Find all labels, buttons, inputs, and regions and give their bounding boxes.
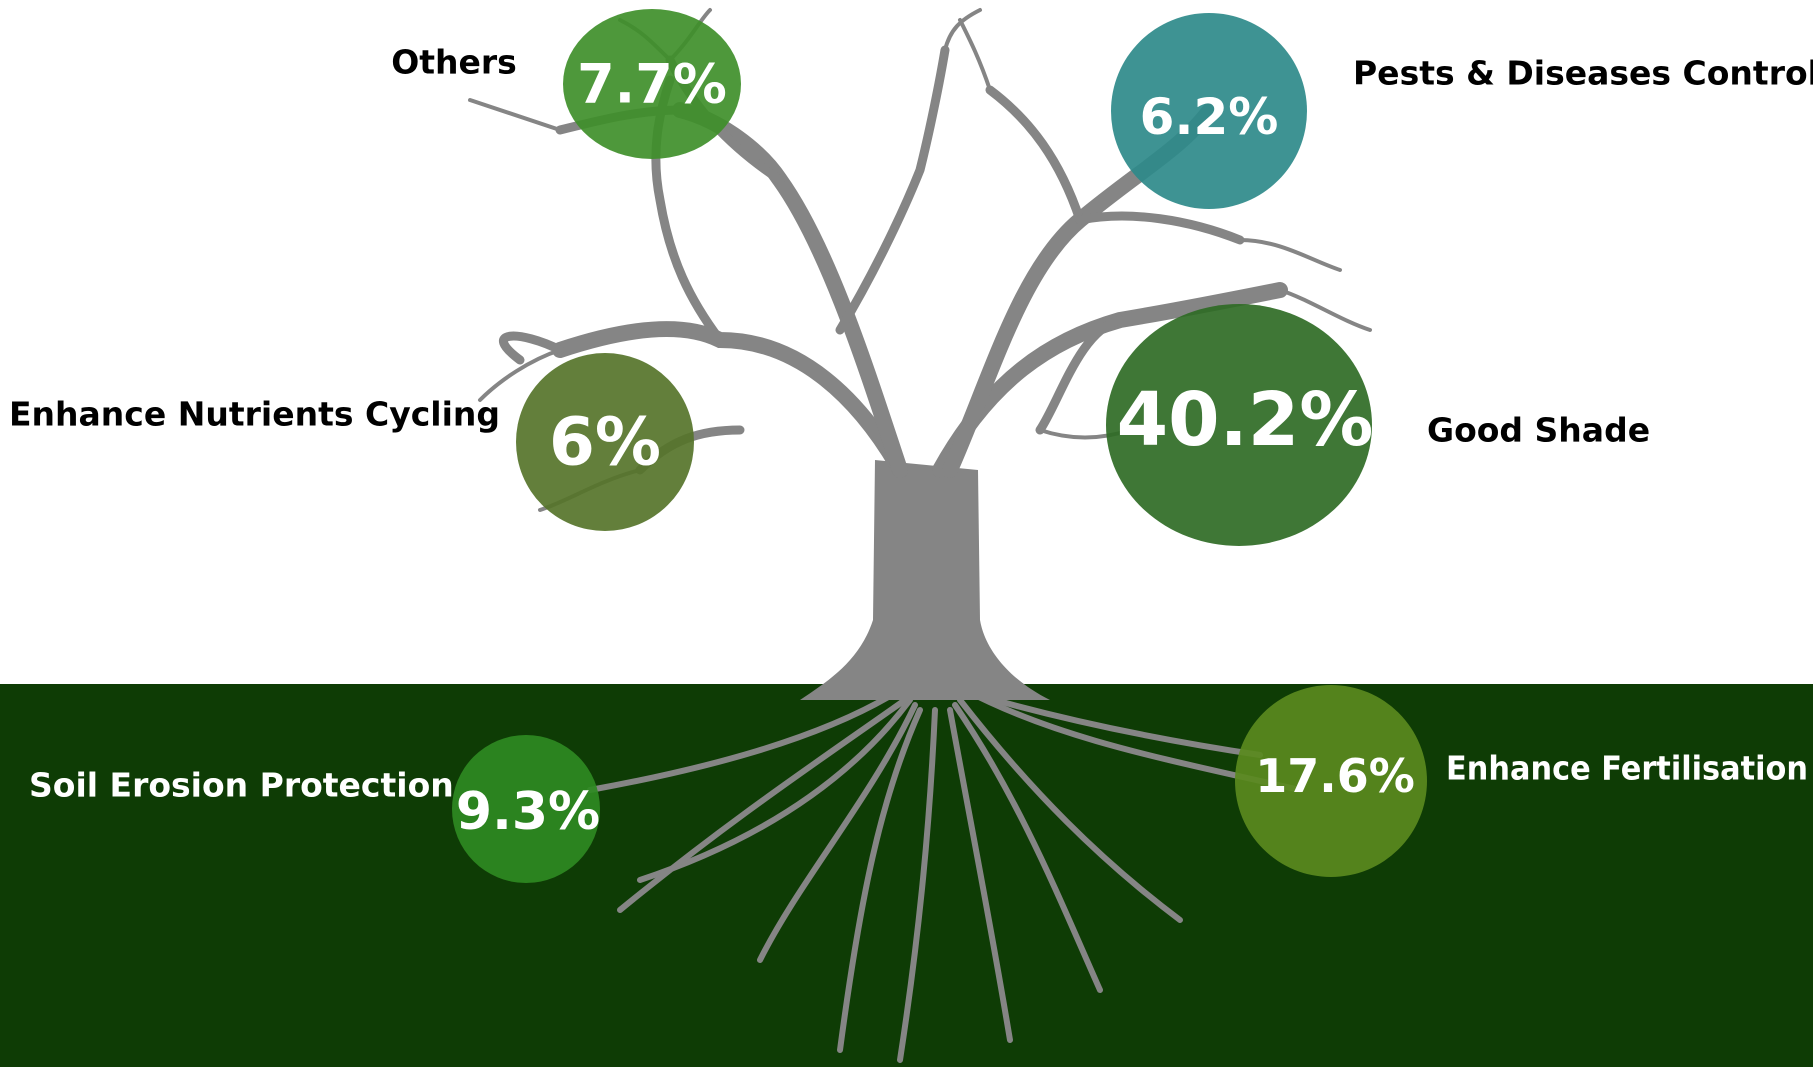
label: Enhance Fertilisation xyxy=(1446,749,1808,788)
value: 9.3% xyxy=(456,782,600,842)
label: Soil Erosion Protection xyxy=(29,766,454,805)
label: Others xyxy=(391,43,517,82)
label: Pests & Diseases Control xyxy=(1353,54,1813,93)
value: 40.2% xyxy=(1117,377,1374,463)
value: 6% xyxy=(549,404,661,481)
label: Good Shade xyxy=(1427,411,1650,450)
value: 17.6% xyxy=(1255,749,1415,803)
label: Enhance Nutrients Cycling xyxy=(9,395,500,434)
value: 7.7% xyxy=(577,53,727,116)
value: 6.2% xyxy=(1140,88,1279,146)
infographic: 7.7% 6.2% 6% 40.2% 9.3% 17.6% Others Pes… xyxy=(0,0,1813,1067)
